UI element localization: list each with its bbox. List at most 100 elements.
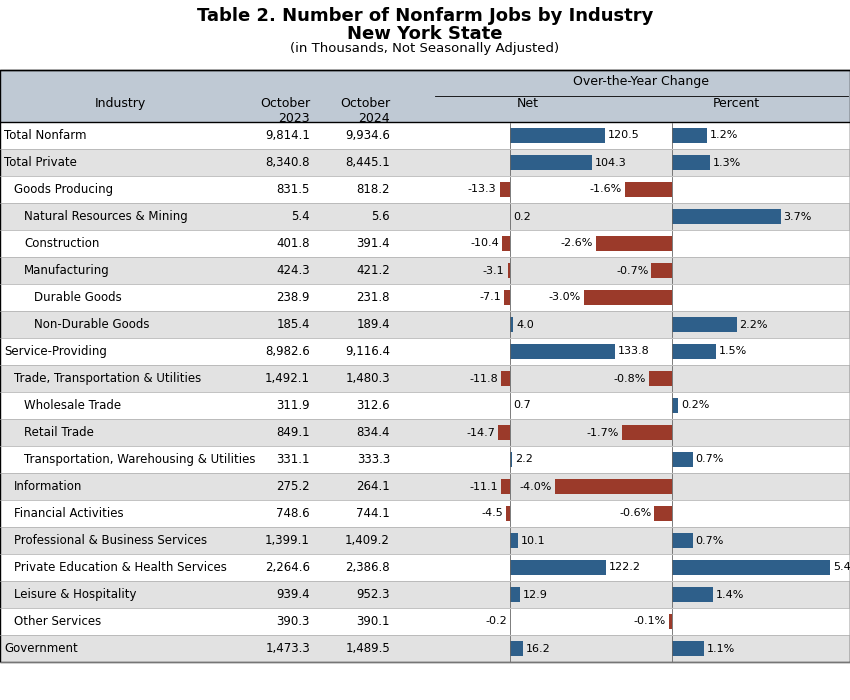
Bar [510, 587, 520, 601]
Text: 8,445.1: 8,445.1 [345, 156, 390, 169]
Text: 0.2%: 0.2% [681, 400, 709, 410]
Bar [672, 344, 716, 358]
Bar [510, 129, 604, 143]
Text: 12.9: 12.9 [523, 589, 548, 599]
Text: 5.4: 5.4 [292, 210, 310, 223]
Bar [0, 203, 850, 230]
Text: New York State: New York State [348, 25, 502, 43]
Text: 104.3: 104.3 [595, 158, 626, 167]
Text: 120.5: 120.5 [608, 130, 639, 141]
Bar [672, 209, 780, 223]
Text: 1.2%: 1.2% [711, 130, 739, 141]
Text: 834.4: 834.4 [356, 426, 390, 439]
Bar [0, 608, 850, 635]
Text: 0.2: 0.2 [513, 211, 531, 221]
Text: 0.7%: 0.7% [695, 454, 724, 465]
Text: 10.1: 10.1 [521, 536, 546, 545]
Bar [0, 176, 850, 203]
Text: 275.2: 275.2 [276, 480, 310, 493]
Text: Trade, Transportation & Utilities: Trade, Transportation & Utilities [14, 372, 201, 385]
Bar [498, 426, 510, 440]
Text: 5.6: 5.6 [371, 210, 390, 223]
Text: 231.8: 231.8 [356, 291, 390, 304]
Text: 1,473.3: 1,473.3 [265, 642, 310, 655]
Bar [625, 183, 672, 197]
Text: 421.2: 421.2 [356, 264, 390, 277]
Text: Information: Information [14, 480, 82, 493]
Text: October
2023: October 2023 [260, 97, 310, 125]
Text: Manufacturing: Manufacturing [24, 264, 110, 277]
Text: 1.1%: 1.1% [707, 643, 735, 654]
Bar [0, 500, 850, 527]
Text: 818.2: 818.2 [356, 183, 390, 196]
Text: October
2024: October 2024 [340, 97, 390, 125]
Text: Other Services: Other Services [14, 615, 101, 628]
Bar [672, 129, 707, 143]
Bar [0, 419, 850, 446]
Text: Natural Resources & Mining: Natural Resources & Mining [24, 210, 188, 223]
Bar [510, 155, 592, 169]
Text: 238.9: 238.9 [276, 291, 310, 304]
Bar [0, 122, 850, 149]
Text: Total Nonfarm: Total Nonfarm [4, 129, 87, 142]
Bar [672, 155, 710, 169]
Bar [510, 533, 518, 547]
Bar [510, 561, 606, 575]
Bar [672, 641, 705, 655]
Bar [0, 284, 850, 311]
Bar [507, 263, 510, 277]
Text: 1,492.1: 1,492.1 [265, 372, 310, 385]
Text: 390.1: 390.1 [356, 615, 390, 628]
Text: 1,409.2: 1,409.2 [345, 534, 390, 547]
Text: -1.6%: -1.6% [590, 185, 622, 195]
Text: 1.5%: 1.5% [719, 346, 747, 356]
Text: Over-the-Year Change: Over-the-Year Change [574, 75, 710, 88]
Text: 122.2: 122.2 [609, 563, 641, 573]
Text: Transportation, Warehousing & Utilities: Transportation, Warehousing & Utilities [24, 453, 256, 466]
Bar [672, 452, 693, 466]
Text: -0.6%: -0.6% [619, 508, 651, 519]
Text: 9,934.6: 9,934.6 [345, 129, 390, 142]
Text: 1.4%: 1.4% [716, 589, 745, 599]
Text: -4.5: -4.5 [482, 508, 503, 519]
Text: Wholesale Trade: Wholesale Trade [24, 399, 121, 412]
Text: 1.3%: 1.3% [713, 158, 741, 167]
Text: 4.0: 4.0 [516, 319, 534, 330]
Bar [0, 257, 850, 284]
Text: 331.1: 331.1 [276, 453, 310, 466]
Bar [654, 507, 672, 521]
Text: Durable Goods: Durable Goods [34, 291, 122, 304]
Bar [622, 426, 672, 440]
Text: 748.6: 748.6 [276, 507, 310, 520]
Text: Financial Activities: Financial Activities [14, 507, 123, 520]
Text: 3.7%: 3.7% [784, 211, 812, 221]
Bar [510, 641, 523, 655]
Bar [596, 237, 672, 251]
Bar [0, 365, 850, 392]
Text: 391.4: 391.4 [356, 237, 390, 250]
Text: 2,386.8: 2,386.8 [345, 561, 390, 574]
Text: 16.2: 16.2 [526, 643, 551, 654]
Bar [672, 398, 677, 412]
Text: Table 2. Number of Nonfarm Jobs by Industry: Table 2. Number of Nonfarm Jobs by Indus… [197, 7, 653, 25]
Bar [0, 446, 850, 473]
Bar [0, 311, 850, 338]
Text: -14.7: -14.7 [467, 428, 496, 438]
Text: 8,340.8: 8,340.8 [265, 156, 310, 169]
Text: -0.2: -0.2 [485, 617, 507, 626]
Bar [0, 230, 850, 257]
Bar [651, 263, 672, 277]
Text: Net: Net [517, 97, 539, 110]
Bar [504, 290, 510, 304]
Text: Service-Providing: Service-Providing [4, 345, 107, 358]
Text: 312.6: 312.6 [356, 399, 390, 412]
Text: -0.8%: -0.8% [613, 374, 645, 384]
Text: 939.4: 939.4 [276, 588, 310, 601]
Text: Retail Trade: Retail Trade [24, 426, 94, 439]
Text: 1,489.5: 1,489.5 [345, 642, 390, 655]
Text: Government: Government [4, 642, 77, 655]
Text: Private Education & Health Services: Private Education & Health Services [14, 561, 227, 574]
Text: 390.3: 390.3 [276, 615, 310, 628]
Bar [502, 237, 510, 251]
Text: (in Thousands, Not Seasonally Adjusted): (in Thousands, Not Seasonally Adjusted) [291, 42, 559, 55]
